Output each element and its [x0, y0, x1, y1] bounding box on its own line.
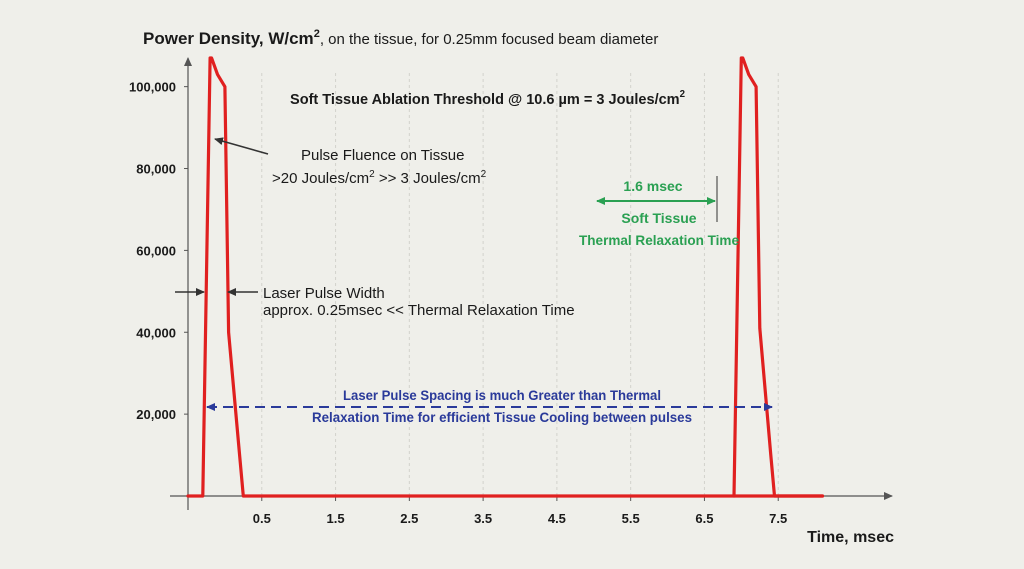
x-tick-label: 3.5: [474, 511, 492, 526]
relaxation-label-line1: Soft Tissue: [621, 210, 696, 226]
y-tick-label: 60,000: [136, 243, 176, 258]
grid: [261, 72, 779, 496]
pulse-width-label-line2: approx. 0.25msec << Thermal Relaxation T…: [263, 302, 575, 319]
threshold-label: Soft Tissue Ablation Threshold @ 10.6 µm…: [290, 89, 685, 108]
fluence-label-line2: >20 Joules/cm2 >> 3 Joules/cm2: [272, 169, 487, 187]
x-axis-label: Time, msec: [807, 529, 894, 546]
x-tick-label: 7.5: [769, 511, 787, 526]
spacing-label-line1: Laser Pulse Spacing is much Greater than…: [343, 387, 661, 403]
y-tick-label: 20,000: [136, 407, 176, 422]
x-tick-label: 4.5: [548, 511, 566, 526]
y-tick-label: 100,000: [129, 80, 176, 95]
spacing-label-line2: Relaxation Time for efficient Tissue Coo…: [312, 409, 692, 425]
chart-title: Power Density, W/cm2, on the tissue, for…: [143, 28, 658, 48]
series: [186, 56, 825, 498]
y-tick-label: 80,000: [136, 162, 176, 177]
fluence-pointer-arrow: [214, 137, 269, 155]
fluence-label-line1: Pulse Fluence on Tissue: [301, 147, 464, 164]
pulse-series-line-2: [732, 56, 825, 498]
relaxation-value: 1.6 msec: [623, 178, 682, 194]
x-tick-label: 6.5: [695, 511, 713, 526]
axes: [170, 57, 893, 510]
pulse-width-label-line1: Laser Pulse Width: [263, 285, 385, 302]
x-tick-label: 1.5: [327, 511, 345, 526]
pulse-series-line-1: [186, 56, 825, 498]
x-tick-label: 0.5: [253, 511, 271, 526]
y-tick-label: 40,000: [136, 325, 176, 340]
x-tick-label: 5.5: [622, 511, 640, 526]
relaxation-label-line2: Thermal Relaxation Time: [579, 232, 739, 248]
x-tick-label: 2.5: [400, 511, 418, 526]
ticks: 0.5 1.5 2.5 3.5 4.5 5.5 6.5 7.5 20,000 40,000 60,0…: [129, 80, 787, 526]
